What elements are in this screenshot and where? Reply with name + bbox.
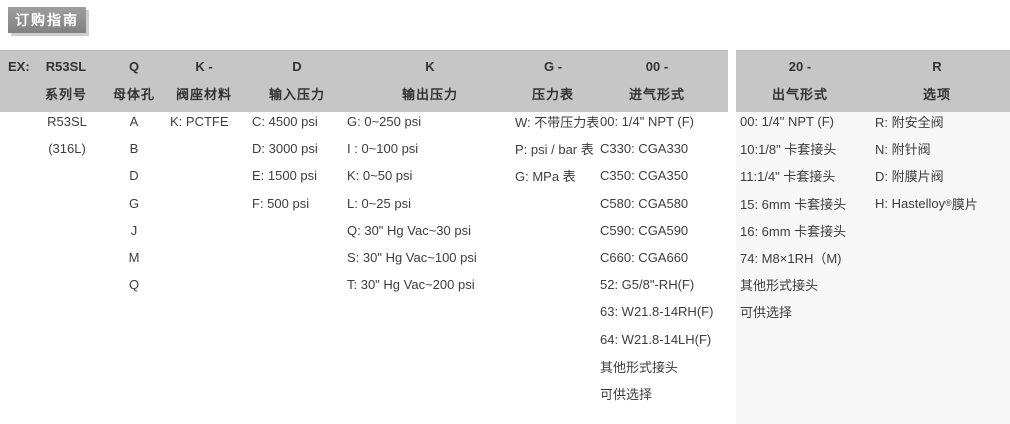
list-item: 52: G5/8"-RH(F)	[600, 277, 695, 293]
list-item: G	[128, 195, 140, 211]
inlet-form-column: 00: 1/4" NPT (F) C330: CGA330 C350: CGA350…	[600, 108, 735, 407]
header-code-outlet-form: 20 -	[788, 59, 812, 74]
series-column: R53SL (316L)	[38, 108, 96, 162]
list-item: 00: 1/4" NPT (F)	[600, 114, 694, 130]
option-item: R: 附安全阀	[875, 115, 944, 131]
list-item: 00: 1/4" NPT (F)	[740, 114, 834, 130]
outlet-form-column: 00: 1/4" NPT (F) 10:1/8" 卡套接头 11:1/4" 卡套接头…	[740, 108, 875, 326]
section-title: 订购指南	[15, 12, 79, 28]
option-h-suffix: 膜片	[951, 196, 978, 212]
list-item: 11:1/4" 卡套接头	[740, 169, 836, 185]
list-item: 其他形式接头	[740, 278, 819, 294]
list-item: 15: 6mm 卡套接头	[740, 196, 847, 212]
list-item: S: 30" Hg Vac~100 psi	[347, 250, 477, 266]
header-code-options: R	[932, 59, 942, 74]
list-item: 可供选择	[600, 386, 653, 402]
list-item: P: psi / bar 表	[515, 142, 594, 158]
seat-material-column: K: PCTFE	[170, 108, 260, 135]
list-item: 其他形式接头	[600, 359, 679, 375]
header-label-inlet-pressure: 输入压力	[268, 87, 325, 102]
option-h-prefix: H: Hastelloy	[875, 195, 946, 211]
options-column: R: 附安全阀 N: 附针阀 D: 附膜片阀 H: Hastelloy ® 膜片	[875, 108, 1010, 217]
list-item: 74: M8×1RH（M)	[740, 251, 842, 267]
list-item: C350: CGA350	[600, 168, 689, 184]
header-code-series: R53SL	[45, 59, 87, 74]
list-item: C580: CGA580	[600, 195, 689, 211]
section-title-tab: 订购指南	[8, 7, 86, 33]
example-label: EX:	[8, 59, 30, 74]
list-item: Q	[128, 277, 140, 293]
list-item: G: MPa 表	[515, 169, 576, 185]
header-label-gauge: 压力表	[531, 87, 574, 102]
list-item: R53SL	[47, 114, 87, 130]
inlet-pressure-column: C: 4500 psi D: 3000 psi E: 1500 psi F: 500 …	[252, 108, 352, 217]
list-item: C660: CGA660	[600, 250, 689, 266]
list-item: (316L)	[48, 141, 86, 157]
list-item: F: 500 psi	[252, 195, 310, 211]
list-item: M	[128, 250, 140, 266]
header-code-gauge: G -	[543, 59, 563, 74]
option-item-hastelloy: H: Hastelloy ® 膜片	[875, 195, 978, 212]
list-item: T: 30" Hg Vac~200 psi	[347, 277, 475, 293]
list-item: 63: W21.8-14RH(F)	[600, 304, 714, 320]
list-item: B	[129, 141, 139, 157]
header-code-outlet-pressure: K	[425, 59, 435, 74]
header-label-series: 系列号	[44, 87, 87, 102]
list-item: C: 4500 psi	[252, 114, 318, 130]
header-label-options: 选项	[922, 87, 951, 102]
list-item: I : 0~100 psi	[347, 141, 419, 157]
header-code-body-hole: Q	[128, 59, 140, 74]
list-item: D	[129, 168, 139, 184]
header-code-seat-material: K -	[195, 59, 213, 74]
header-code-inlet-form: 00 -	[645, 59, 669, 74]
table-header-right: 20 - 出气形式 R 选项	[736, 50, 1010, 112]
table-header-left: EX: R53SL 系列号 Q 母体孔 K - 阀座材料 D 输入压力 K 输出…	[0, 50, 728, 112]
list-item: D: 3000 psi	[252, 141, 318, 157]
list-item: K: 0~50 psi	[347, 168, 413, 184]
list-item: 16: 6mm 卡套接头	[740, 223, 847, 239]
list-item: E: 1500 psi	[252, 168, 318, 184]
option-item: D: 附膜片阀	[875, 169, 944, 185]
header-label-seat-material: 阀座材料	[175, 87, 232, 102]
list-item: C330: CGA330	[600, 141, 689, 157]
list-item: 可供选择	[740, 305, 793, 321]
list-item: 64: W21.8-14LH(F)	[600, 331, 712, 347]
list-item: 10:1/8" 卡套接头	[740, 142, 837, 158]
header-label-body-hole: 母体孔	[112, 87, 155, 102]
list-item: C590: CGA590	[600, 222, 689, 238]
list-item: L: 0~25 psi	[347, 195, 411, 211]
list-item: J	[130, 222, 138, 238]
header-label-inlet-form: 进气形式	[628, 87, 685, 102]
list-item: K: PCTFE	[170, 114, 229, 130]
list-item: G: 0~250 psi	[347, 114, 422, 130]
option-item: N: 附针阀	[875, 142, 931, 158]
outlet-pressure-column: G: 0~250 psi I : 0~100 psi K: 0~50 psi L: 0…	[347, 108, 517, 298]
header-label-outlet-form: 出气形式	[771, 87, 828, 102]
list-item: Q: 30" Hg Vac~30 psi	[347, 222, 471, 238]
header-label-outlet-pressure: 输出压力	[401, 87, 458, 102]
right-panel-background	[736, 111, 1010, 424]
header-code-inlet-pressure: D	[292, 59, 302, 74]
list-item: A	[129, 114, 139, 130]
gauge-column: W: 不带压力表 P: psi / bar 表 G: MPa 表	[515, 108, 610, 190]
list-item: W: 不带压力表	[515, 115, 600, 131]
